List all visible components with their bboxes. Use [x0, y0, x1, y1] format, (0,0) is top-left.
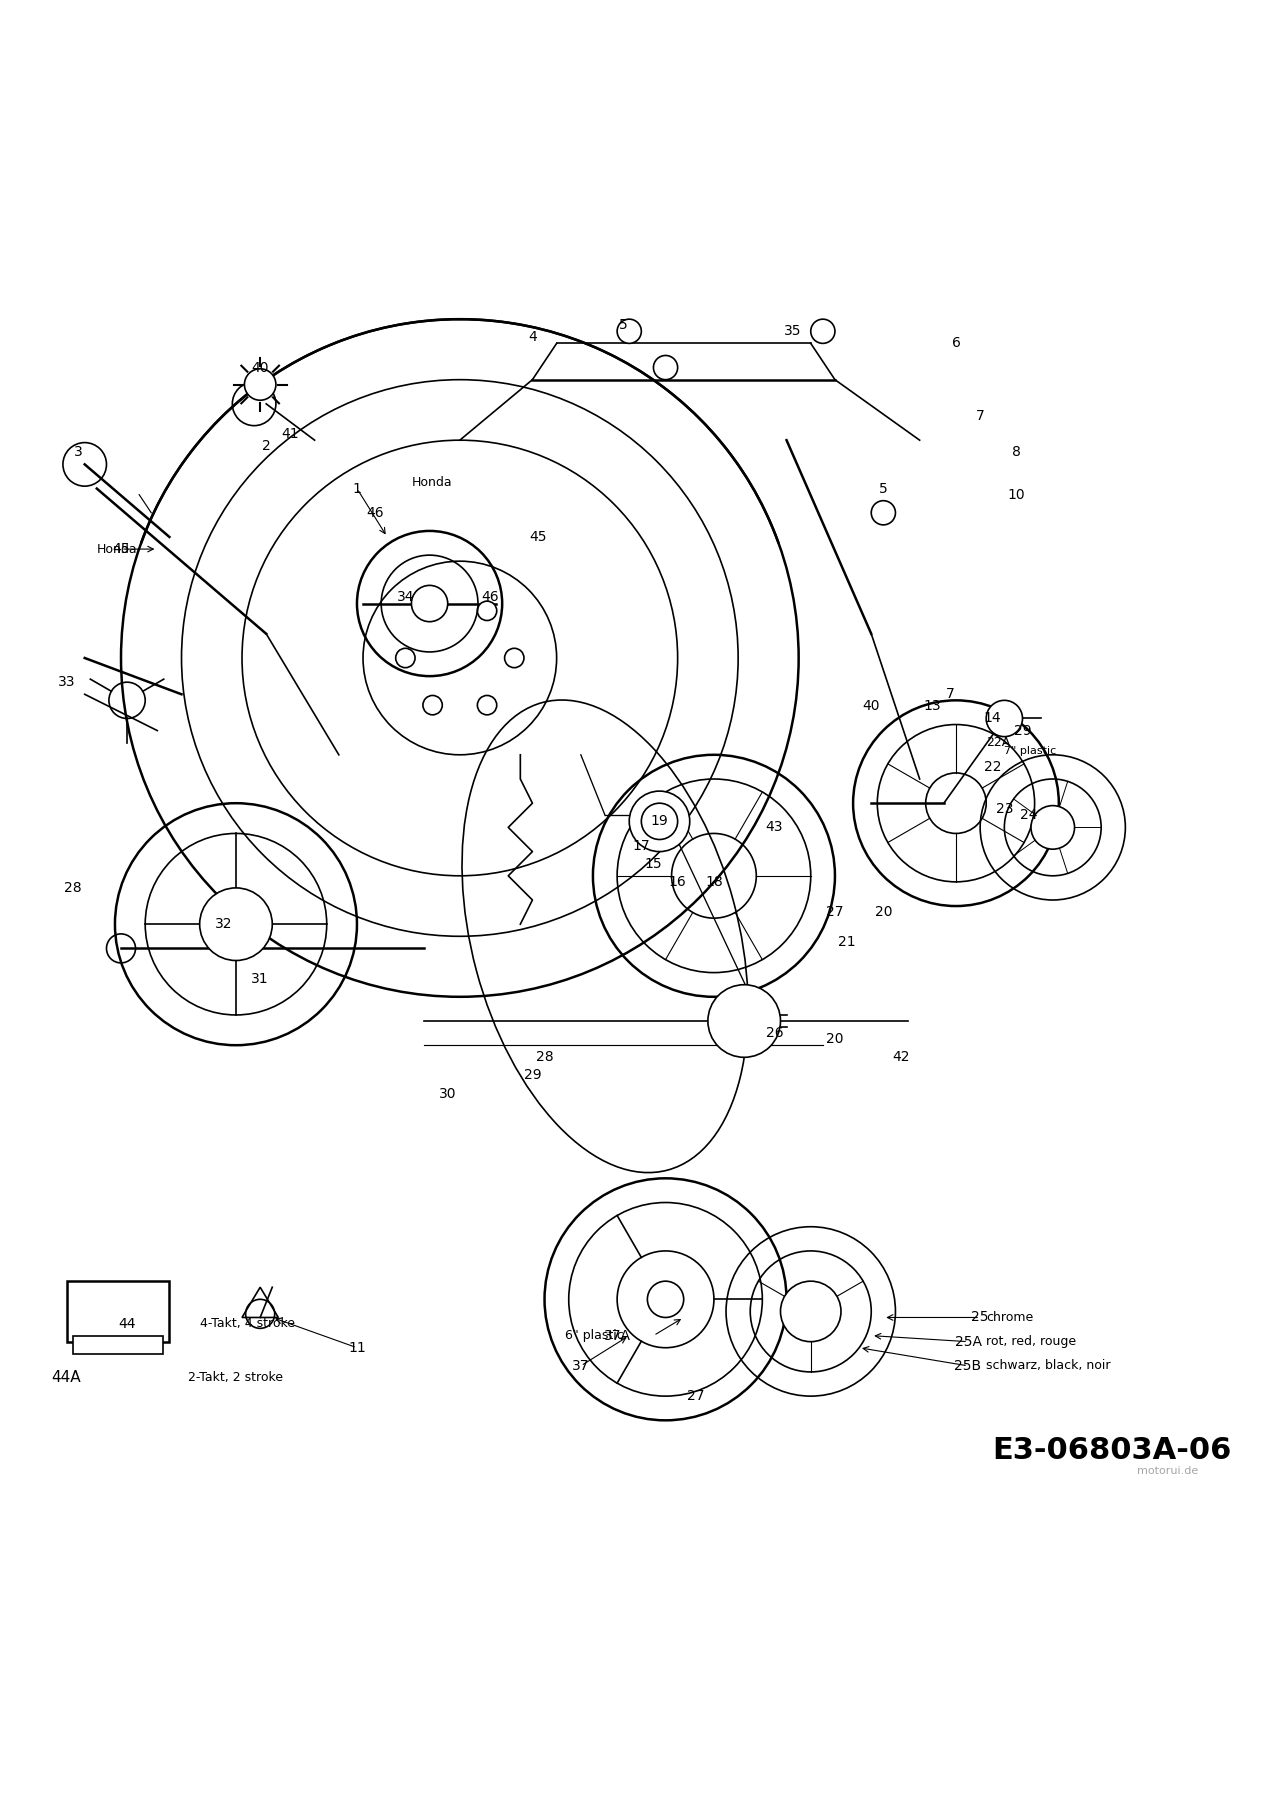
Text: 37A: 37A	[604, 1328, 631, 1343]
Text: 44: 44	[118, 1316, 136, 1330]
Text: 6" plastic: 6" plastic	[565, 1328, 623, 1343]
Text: 14: 14	[983, 711, 1001, 725]
Text: 34: 34	[397, 590, 415, 605]
Text: 46: 46	[366, 506, 384, 520]
Text: 20: 20	[827, 1031, 843, 1046]
Circle shape	[986, 700, 1023, 736]
Text: Honda: Honda	[411, 475, 452, 490]
Circle shape	[477, 695, 497, 715]
Text: 42: 42	[893, 1051, 911, 1064]
Text: 7: 7	[976, 409, 985, 423]
Circle shape	[810, 319, 834, 344]
Text: 20: 20	[875, 905, 892, 920]
Text: 2-Takt, 2 stroke: 2-Takt, 2 stroke	[187, 1372, 282, 1384]
Text: 15: 15	[645, 857, 663, 871]
Circle shape	[617, 319, 641, 344]
Text: 41: 41	[281, 427, 299, 441]
Text: 23: 23	[996, 803, 1013, 815]
Text: 17: 17	[632, 839, 650, 853]
Text: 33: 33	[57, 675, 75, 689]
Circle shape	[654, 355, 678, 380]
Text: 2: 2	[262, 439, 271, 454]
Circle shape	[709, 985, 781, 1057]
Text: 26: 26	[766, 1026, 784, 1040]
Text: 43: 43	[766, 821, 784, 835]
Text: 28: 28	[64, 880, 81, 895]
Text: rot, red, rouge: rot, red, rouge	[986, 1336, 1076, 1348]
Text: 5: 5	[618, 319, 627, 333]
Text: 10: 10	[1007, 488, 1025, 502]
Polygon shape	[242, 1287, 279, 1318]
Bar	[73, 1336, 163, 1354]
Text: 45: 45	[529, 529, 547, 544]
Circle shape	[871, 500, 895, 526]
Text: 32: 32	[215, 918, 233, 931]
Text: 7: 7	[945, 688, 954, 702]
Text: 27: 27	[687, 1390, 705, 1404]
Text: 25: 25	[972, 1310, 988, 1325]
Circle shape	[647, 1282, 683, 1318]
Text: 31: 31	[252, 972, 268, 986]
Text: 40: 40	[252, 360, 268, 374]
Text: 8: 8	[1013, 445, 1021, 459]
Text: E3-06803A-06: E3-06803A-06	[992, 1436, 1231, 1465]
Text: Honda: Honda	[97, 542, 137, 556]
Text: 29: 29	[1014, 724, 1032, 738]
Circle shape	[422, 601, 443, 621]
Text: 25B: 25B	[954, 1359, 982, 1373]
Text: chrome: chrome	[986, 1310, 1033, 1325]
Text: 35: 35	[784, 324, 801, 338]
Text: 6: 6	[951, 337, 960, 351]
Text: 4-Takt, 4 stroke: 4-Takt, 4 stroke	[200, 1318, 295, 1330]
Text: schwarz, black, noir: schwarz, black, noir	[986, 1359, 1110, 1372]
Text: 44A: 44A	[52, 1370, 81, 1386]
Text: 13: 13	[923, 700, 940, 713]
Text: 22: 22	[983, 760, 1001, 774]
Text: motorui.de: motorui.de	[1137, 1467, 1198, 1476]
Text: 40: 40	[862, 700, 880, 713]
Circle shape	[630, 790, 689, 851]
Text: 7" plastic: 7" plastic	[1005, 747, 1057, 756]
Circle shape	[505, 648, 524, 668]
Text: 37: 37	[572, 1359, 590, 1373]
Text: 5: 5	[879, 482, 888, 495]
Circle shape	[422, 695, 443, 715]
Text: 1: 1	[352, 482, 361, 495]
Text: 21: 21	[838, 936, 856, 949]
Text: 30: 30	[439, 1087, 457, 1100]
Circle shape	[244, 369, 276, 400]
Text: 4: 4	[528, 331, 537, 344]
Text: 22A: 22A	[986, 736, 1010, 749]
Bar	[66, 1282, 169, 1341]
Circle shape	[411, 585, 448, 621]
Text: 3: 3	[74, 445, 83, 459]
Circle shape	[200, 887, 272, 961]
Circle shape	[781, 1282, 841, 1341]
Text: 16: 16	[669, 875, 687, 889]
Circle shape	[477, 601, 497, 621]
Text: 28: 28	[536, 1051, 553, 1064]
Text: 19: 19	[650, 814, 668, 828]
Text: 25A: 25A	[954, 1334, 982, 1348]
Circle shape	[396, 648, 415, 668]
Text: 45: 45	[112, 542, 130, 556]
Text: 27: 27	[827, 905, 843, 920]
Circle shape	[1032, 806, 1075, 850]
Text: 18: 18	[705, 875, 722, 889]
Text: 11: 11	[349, 1341, 366, 1355]
Text: 29: 29	[524, 1069, 542, 1082]
Text: 24: 24	[1020, 808, 1037, 823]
Text: 46: 46	[481, 590, 499, 605]
